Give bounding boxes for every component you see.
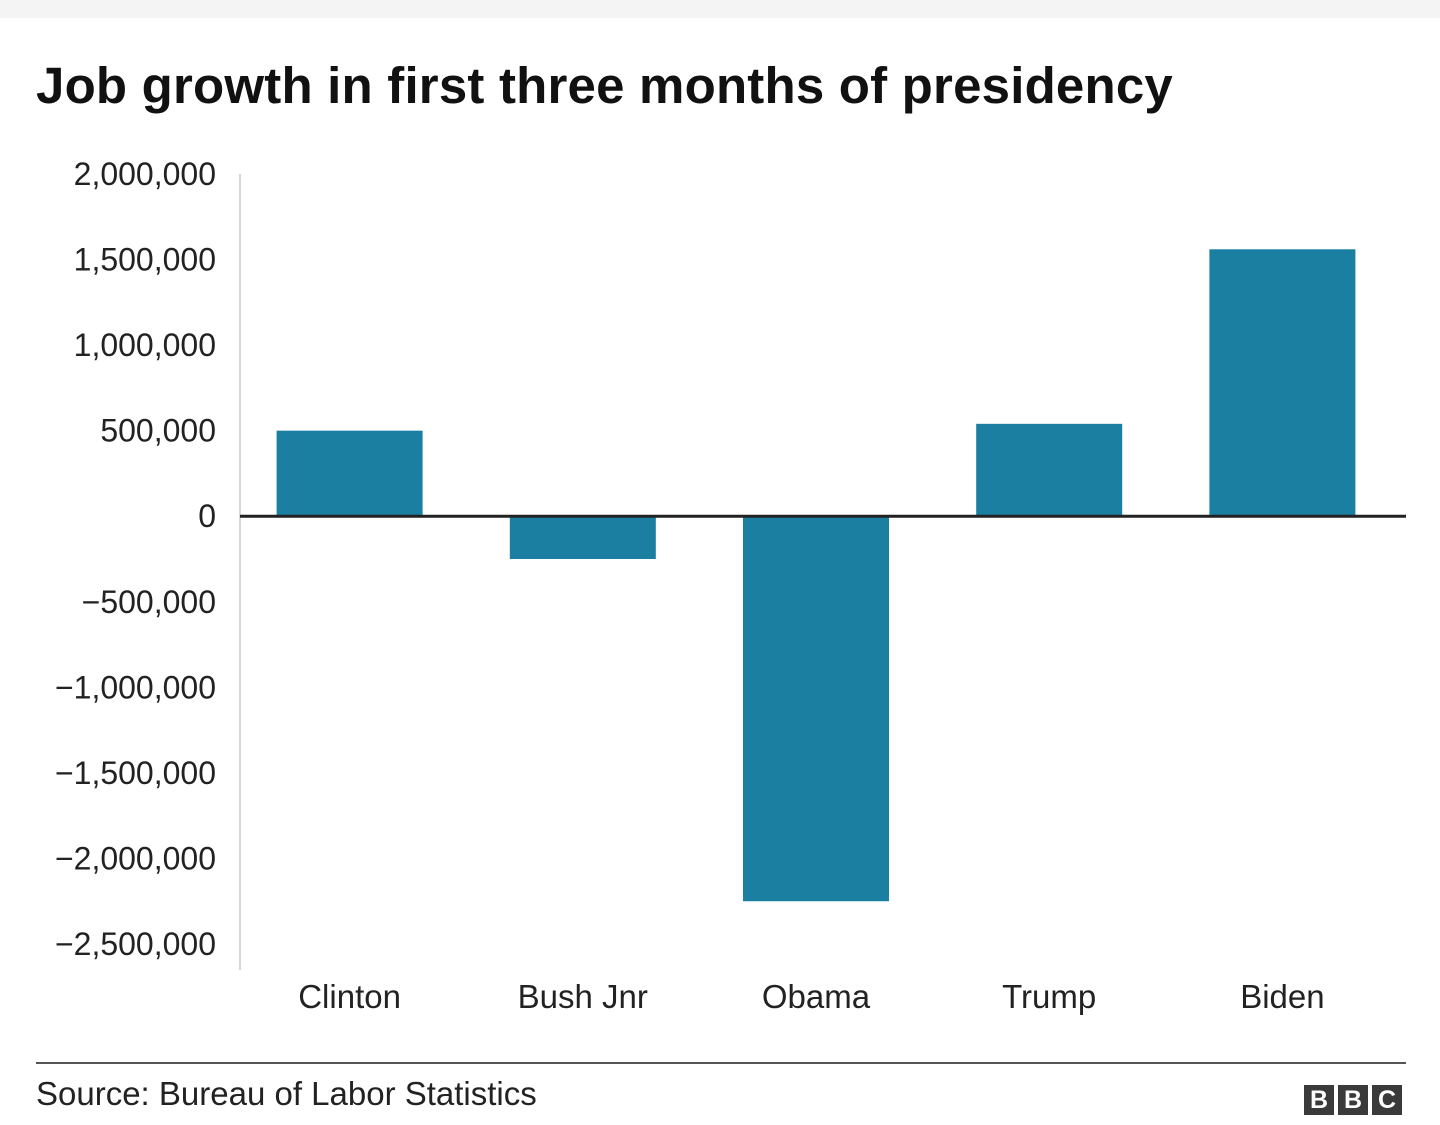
y-tick-label: 1,000,000 <box>74 327 216 363</box>
y-tick-label: 1,500,000 <box>74 242 216 278</box>
y-tick-label: −1,000,000 <box>55 669 216 705</box>
bar-chart: 2,000,000 1,500,000 1,000,000 500,000 0 −500,… <box>55 156 1406 1015</box>
bar-clinton <box>276 430 423 517</box>
y-tick-label: −2,500,000 <box>55 926 216 962</box>
bar-biden <box>1209 249 1356 517</box>
x-axis-labels: Clinton Bush Jnr Obama Trump Biden <box>298 978 1324 1015</box>
y-tick-label: −1,500,000 <box>55 755 216 791</box>
y-tick-label: 500,000 <box>100 413 216 449</box>
y-tick-label: −500,000 <box>82 584 216 620</box>
y-axis-ticks: 2,000,000 1,500,000 1,000,000 500,000 0 −500,… <box>55 156 216 962</box>
bar-trump <box>976 423 1123 517</box>
bbc-logo: B B C <box>1304 1085 1402 1115</box>
bbc-logo-letter: B <box>1338 1085 1368 1115</box>
y-tick-label: 0 <box>198 498 216 534</box>
source-note: Source: Bureau of Labor Statistics <box>36 1075 537 1112</box>
bar-obama <box>743 516 889 902</box>
x-category-label: Clinton <box>298 978 401 1015</box>
chart-title: Job growth in first three months of pres… <box>36 57 1173 114</box>
bar-bush-jnr <box>509 516 656 559</box>
x-category-label: Biden <box>1240 978 1324 1015</box>
bars <box>276 249 1356 902</box>
x-category-label: Trump <box>1002 978 1096 1015</box>
top-band <box>0 0 1440 18</box>
x-category-label: Bush Jnr <box>518 978 648 1015</box>
x-category-label: Obama <box>762 978 871 1015</box>
footer-divider <box>36 1062 1406 1064</box>
y-tick-label: −2,000,000 <box>55 840 216 876</box>
bbc-logo-letter: C <box>1372 1085 1402 1115</box>
bbc-logo-letter: B <box>1304 1085 1334 1115</box>
y-tick-label: 2,000,000 <box>74 156 216 192</box>
